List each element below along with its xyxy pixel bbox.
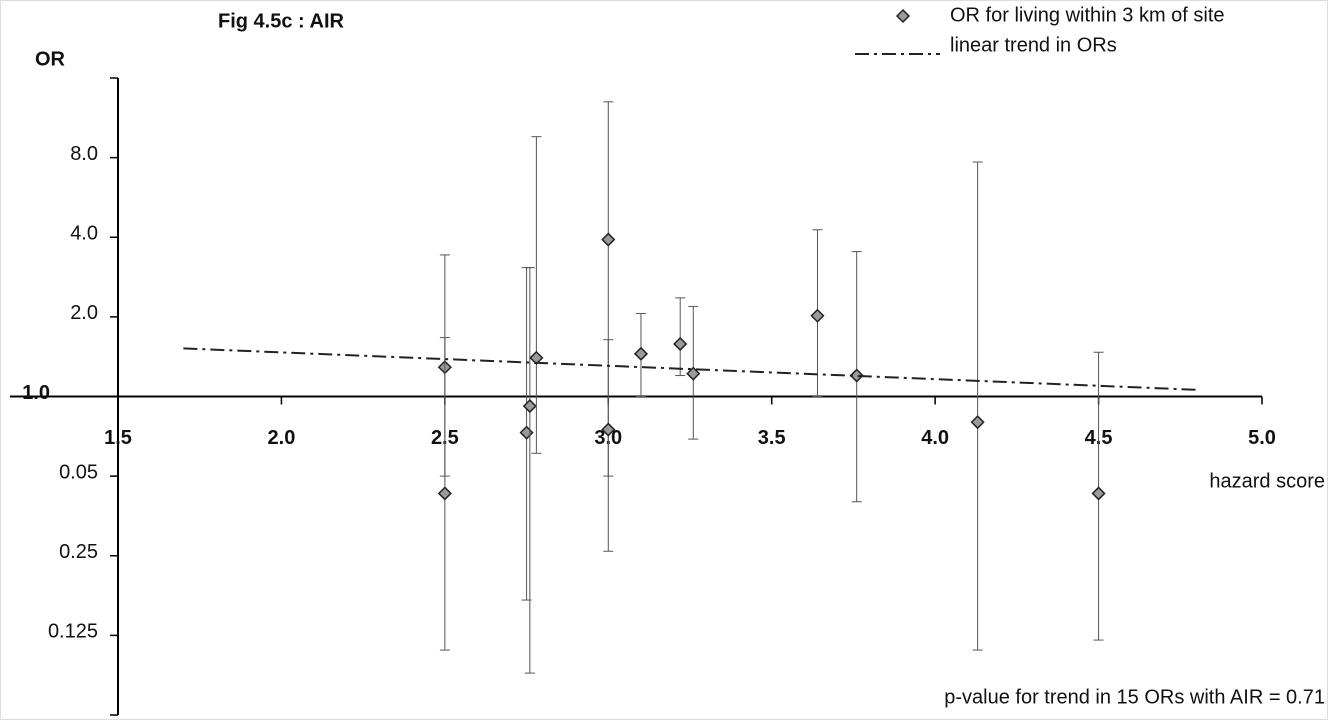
y-tick-label: 0.125 — [48, 621, 98, 643]
legend-label: linear trend in ORs — [950, 34, 1117, 56]
chart-title: Fig 4.5c : AIR — [218, 10, 345, 32]
legend-marker — [895, 8, 911, 24]
marker — [601, 422, 616, 437]
annotation: p-value for trend in 15 ORs with AIR = 0… — [944, 686, 1325, 708]
marker — [673, 336, 688, 352]
x-tick-label: 4.0 — [921, 427, 949, 449]
y-tick-label: 1.0 — [22, 382, 50, 404]
legend-label: OR for living within 3 km of site — [950, 4, 1225, 26]
trend-line — [183, 347, 1197, 391]
marker — [522, 399, 537, 414]
x-tick-label: 2.0 — [268, 427, 296, 449]
marker — [849, 368, 864, 383]
marker — [633, 346, 649, 361]
y-tick-label: 0.25 — [59, 541, 98, 563]
y-tick-label: 4.0 — [70, 223, 98, 245]
marker — [970, 415, 985, 430]
y-tick-label: 0.05 — [59, 461, 98, 483]
x-axis-label: hazard score — [1209, 470, 1325, 492]
marker — [529, 350, 544, 365]
marker — [810, 308, 825, 323]
y-tick-label: 8.0 — [70, 143, 98, 165]
marker — [601, 232, 616, 247]
x-tick-label: 3.5 — [758, 427, 786, 449]
marker — [1091, 486, 1106, 501]
y-tick-label: 2.0 — [70, 302, 98, 324]
x-tick-label: 5.0 — [1248, 427, 1276, 449]
marker — [686, 366, 701, 381]
marker — [437, 486, 452, 501]
y-axis-label: OR — [35, 48, 66, 70]
x-tick-label: 1.5 — [104, 427, 132, 449]
